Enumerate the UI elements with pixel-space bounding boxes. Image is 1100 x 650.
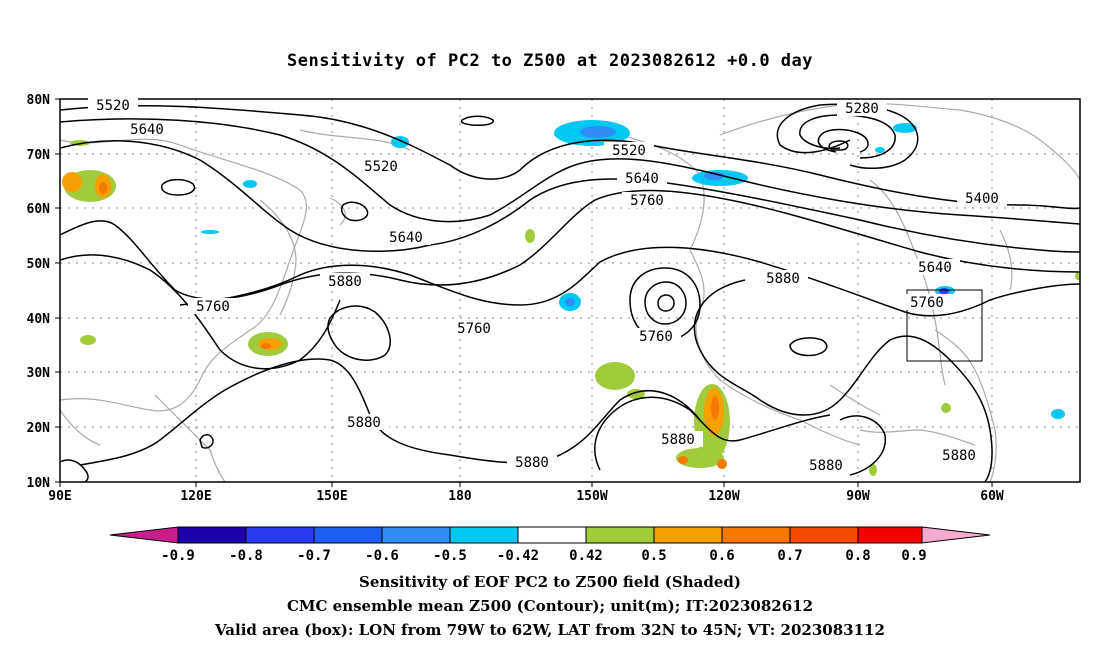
svg-text:5880: 5880: [661, 432, 695, 448]
contour-label: 5880: [339, 414, 389, 431]
svg-text:5760: 5760: [196, 299, 230, 315]
coastlines: [60, 102, 1080, 482]
colorbar-cell: [517, 526, 587, 544]
svg-text:5880: 5880: [347, 415, 381, 431]
colorbar-label: -0.8: [229, 548, 263, 564]
plot-frame: [59, 98, 1081, 483]
svg-text:5640: 5640: [625, 171, 659, 187]
colorbar-cell: [857, 526, 923, 544]
svg-text:5880: 5880: [328, 274, 362, 290]
contour-label: 5640: [617, 170, 667, 187]
contour-label: 5760: [631, 328, 681, 345]
colorbar-high-arrow: [921, 526, 991, 544]
svg-text:5640: 5640: [918, 260, 952, 276]
svg-text:5520: 5520: [96, 98, 130, 114]
lat-label: 60N: [27, 202, 51, 217]
contour-label: 5520: [356, 158, 406, 175]
lon-label: 150E: [316, 489, 347, 504]
svg-text:5880: 5880: [515, 455, 549, 471]
svg-text:5640: 5640: [130, 122, 164, 138]
tick-marks: [55, 98, 993, 487]
colorbar-label: -0.5: [433, 548, 467, 564]
colorbar-low-arrow: [109, 526, 179, 544]
svg-text:5760: 5760: [639, 329, 673, 345]
lon-label: 120W: [708, 489, 739, 504]
colorbar-cell: [449, 526, 519, 544]
z500-contours: [60, 103, 1080, 482]
caption-line-3: Valid area (box): LON from 79W to 62W, L…: [215, 621, 885, 639]
svg-text:5640: 5640: [389, 230, 423, 246]
lat-label: 50N: [27, 257, 51, 272]
lat-label: 10N: [27, 476, 51, 491]
caption-line-1: Sensitivity of EOF PC2 to Z500 field (Sh…: [359, 573, 741, 591]
contour-label: 5760: [902, 294, 952, 311]
colorbar-cell: [177, 526, 247, 544]
svg-text:5520: 5520: [364, 159, 398, 175]
map-title: Sensitivity of PC2 to Z500 at 2023082612…: [286, 51, 813, 71]
svg-text:5400: 5400: [965, 191, 999, 207]
contour-label: 5880: [801, 457, 851, 474]
colorbar: -0.9 -0.8 -0.7 -0.6 -0.5 -0.42 0.42 0.5 …: [109, 526, 991, 564]
lat-label: 80N: [27, 93, 51, 108]
contour-label: 5640: [910, 259, 960, 276]
contour-label: 5760: [188, 298, 238, 315]
colorbar-label: -0.7: [297, 548, 331, 564]
svg-text:5280: 5280: [845, 101, 879, 117]
svg-text:5760: 5760: [457, 321, 491, 337]
svg-text:5880: 5880: [942, 448, 976, 464]
colorbar-cell: [381, 526, 451, 544]
colorbar-label: 0.8: [845, 548, 870, 564]
colorbar-label: -0.42: [497, 548, 539, 564]
lon-label: 150W: [576, 489, 607, 504]
contour-label: 5640: [122, 121, 172, 138]
contour-label: 5640: [381, 229, 431, 246]
contour-label: 5880: [320, 273, 370, 290]
contour-label: 5280: [837, 100, 887, 117]
svg-text:5880: 5880: [809, 458, 843, 474]
contour-label: 5880: [934, 447, 984, 464]
colorbar-label: 0.7: [777, 548, 802, 564]
lon-label: 180: [448, 489, 472, 504]
lon-label: 90W: [846, 489, 870, 504]
lon-label: 120E: [180, 489, 211, 504]
colorbar-label: -0.9: [161, 548, 195, 564]
valid-area-box: [906, 289, 983, 362]
lon-label: 90E: [48, 489, 71, 504]
colorbar-cell: [585, 526, 655, 544]
contour-label: 5520: [604, 142, 654, 159]
lat-label: 40N: [27, 312, 51, 327]
svg-text:5880: 5880: [766, 271, 800, 287]
svg-text:5520: 5520: [612, 143, 646, 159]
contour-label: 5760: [622, 192, 672, 209]
colorbar-cell: [789, 526, 859, 544]
colorbar-cell: [245, 526, 315, 544]
contour-label: 5400: [957, 190, 1007, 207]
svg-text:5760: 5760: [630, 193, 664, 209]
lat-label: 20N: [27, 421, 51, 436]
colorbar-label: 0.42: [569, 548, 603, 564]
contour-label: 5880: [507, 454, 557, 471]
contour-label: 5520: [88, 97, 138, 114]
colorbar-cell: [721, 526, 791, 544]
colorbar-cell: [313, 526, 383, 544]
colorbar-label: 0.9: [901, 548, 926, 564]
lon-label: 60W: [980, 489, 1004, 504]
colorbar-cell: [653, 526, 723, 544]
contour-label: 5880: [758, 270, 808, 287]
contour-label: 5760: [449, 320, 499, 337]
colorbar-label: -0.6: [365, 548, 399, 564]
contour-label: 5880: [653, 431, 703, 448]
colorbar-label: 0.6: [709, 548, 734, 564]
svg-text:5760: 5760: [910, 295, 944, 311]
caption-line-2: CMC ensemble mean Z500 (Contour); unit(m…: [286, 597, 814, 615]
lat-label: 70N: [27, 148, 51, 163]
colorbar-label: 0.5: [641, 548, 666, 564]
lat-label: 30N: [27, 366, 51, 381]
